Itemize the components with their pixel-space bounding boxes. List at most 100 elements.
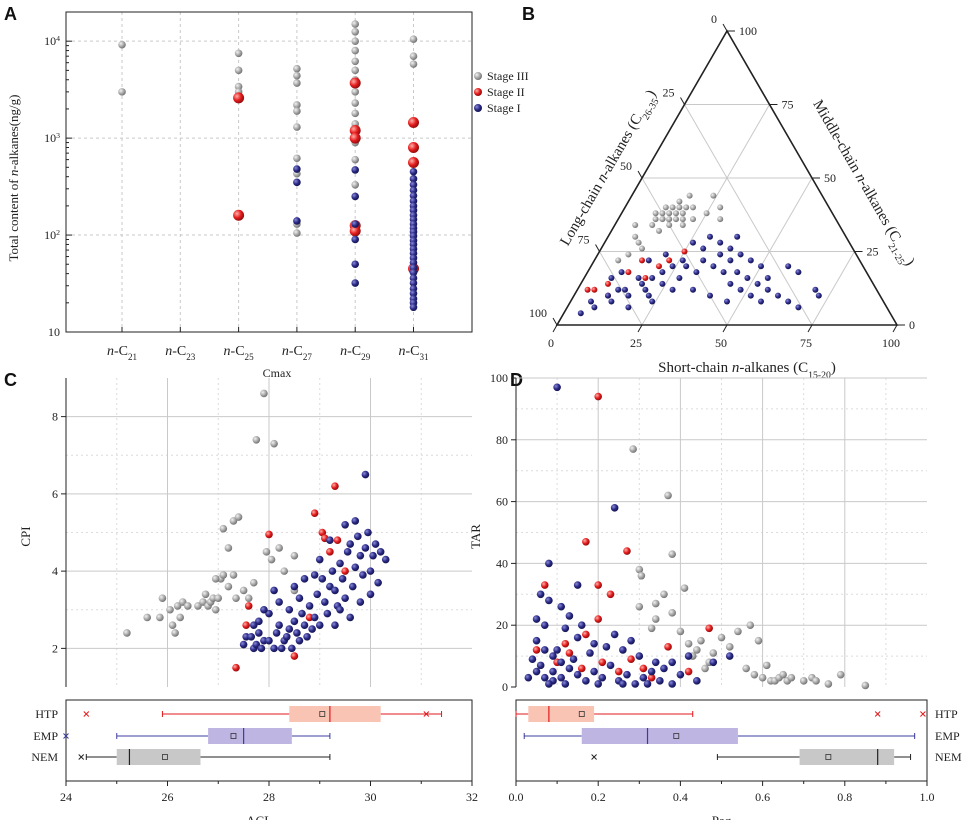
c-point-stage1 <box>361 470 370 479</box>
d-point-stage1 <box>582 677 590 685</box>
d-point-stage1 <box>549 652 557 660</box>
c-point-stage3 <box>232 594 240 602</box>
b-point-stage1 <box>577 310 584 317</box>
b-tick-label-middle: 0 <box>909 318 915 332</box>
d-point-stage2 <box>582 537 590 546</box>
c-point-stage2 <box>242 621 250 629</box>
c-box-nem <box>116 749 201 765</box>
c-point-stage1 <box>293 629 301 637</box>
c-xtick-label: 32 <box>466 790 478 804</box>
b-point-stage1 <box>690 239 696 246</box>
c-point-stage1 <box>371 540 380 548</box>
a-point-stage1 <box>351 192 360 201</box>
c-point-stage1 <box>272 629 281 637</box>
b-point-stage1 <box>608 298 615 305</box>
d-mean-marker <box>825 754 832 760</box>
d-mean-marker <box>673 733 680 739</box>
c-point-stage3 <box>168 621 177 629</box>
b-point-stage1 <box>747 292 754 299</box>
c-point-stage1 <box>376 548 385 556</box>
a-point-stage1 <box>293 217 301 225</box>
c-point-stage1 <box>346 540 355 548</box>
c-point-stage1 <box>323 609 332 618</box>
c-point-stage1 <box>290 582 299 591</box>
b-axis-label-middle: Middle-chain n-alkanes (C21-25) <box>806 97 918 271</box>
d-point-stage2 <box>639 664 648 673</box>
a-point-stage1 <box>409 279 418 287</box>
d-xtick-label: 0.0 <box>509 790 524 804</box>
d-xtick-label: 1.0 <box>920 790 935 804</box>
d-point-stage3 <box>635 602 644 611</box>
c-point-stage1 <box>315 555 324 564</box>
c-point-stage3 <box>219 571 228 579</box>
d-point-stage1 <box>528 655 537 663</box>
c-point-stage1 <box>343 548 352 556</box>
b-point-stage1 <box>605 292 611 299</box>
c-row-label-htp: HTP <box>35 707 58 721</box>
a-point-stage3 <box>409 35 418 43</box>
c-point-stage1 <box>364 528 372 537</box>
c-point-stage1 <box>326 536 334 545</box>
c-point-stage1 <box>310 571 319 579</box>
d-box-htp <box>528 706 595 722</box>
b-point-stage1 <box>676 274 683 281</box>
c-ylabel: CPI <box>18 526 33 546</box>
c-xtick-label: 28 <box>263 790 275 804</box>
panel-label-a: A <box>4 4 17 24</box>
b-point-stage1 <box>608 274 615 281</box>
a-xtick-label: n-C21 <box>107 344 137 362</box>
d-point-stage1 <box>606 661 615 670</box>
c-point-stage2 <box>232 663 240 672</box>
b-grid <box>684 104 813 326</box>
c-point-stage1 <box>331 621 339 629</box>
c-xtick-label: 26 <box>162 790 174 804</box>
b-point-stage1 <box>591 304 598 311</box>
b-point-stage3 <box>673 216 679 223</box>
b-point-stage1 <box>758 298 764 305</box>
b-point-stage1 <box>785 298 792 305</box>
d-point-stage3 <box>836 670 845 679</box>
b-point-stage3 <box>690 204 696 211</box>
a-legend-marker-stage1 <box>474 104 482 112</box>
a-point-stage1 <box>409 303 418 312</box>
c-point-stage1 <box>255 629 263 637</box>
d-point-stage1 <box>623 670 631 679</box>
panel-label-b: B <box>522 4 535 24</box>
b-point-stage1 <box>622 286 628 293</box>
d-point-stage1 <box>536 590 545 599</box>
d-box-emp <box>581 728 738 744</box>
b-point-stage1 <box>659 269 666 276</box>
d-point-stage3 <box>754 636 763 645</box>
d-point-stage2 <box>606 590 615 599</box>
d-point-stage3 <box>647 624 656 633</box>
c-outlier <box>63 733 69 739</box>
d-point-stage1 <box>557 673 566 682</box>
b-point-stage1 <box>662 251 669 258</box>
d-point-stage1 <box>709 658 718 667</box>
b-point-stage1 <box>707 233 713 240</box>
b-point-stage3 <box>652 216 659 223</box>
c-point-stage1 <box>359 571 367 579</box>
d-point-stage2 <box>598 658 607 667</box>
a-ytick-label: 102 <box>44 228 60 243</box>
d-point-stage1 <box>610 630 619 639</box>
a-point-stage2 <box>349 124 361 136</box>
b-point-stage3 <box>615 257 622 264</box>
d-point-stage1 <box>573 633 582 642</box>
d-point-stage1 <box>565 664 574 673</box>
b-point-stage1 <box>649 298 656 305</box>
d-point-stage3 <box>717 633 726 642</box>
a-point-stage1 <box>409 186 418 195</box>
a-legend-label-stage1: Stage I <box>487 101 521 115</box>
b-tick-long <box>595 244 600 252</box>
c-point-stage3 <box>262 548 271 556</box>
b-point-stage3 <box>686 192 693 199</box>
b-tick-short <box>807 324 813 333</box>
b-tick-label-long: 0 <box>711 12 717 26</box>
d-point-stage1 <box>656 677 664 685</box>
c-xtick-label: 30 <box>365 790 377 804</box>
b-point-stage1 <box>683 263 690 270</box>
c-point-stage1 <box>298 609 306 618</box>
a-xtick-label: n-C29 <box>340 344 371 362</box>
